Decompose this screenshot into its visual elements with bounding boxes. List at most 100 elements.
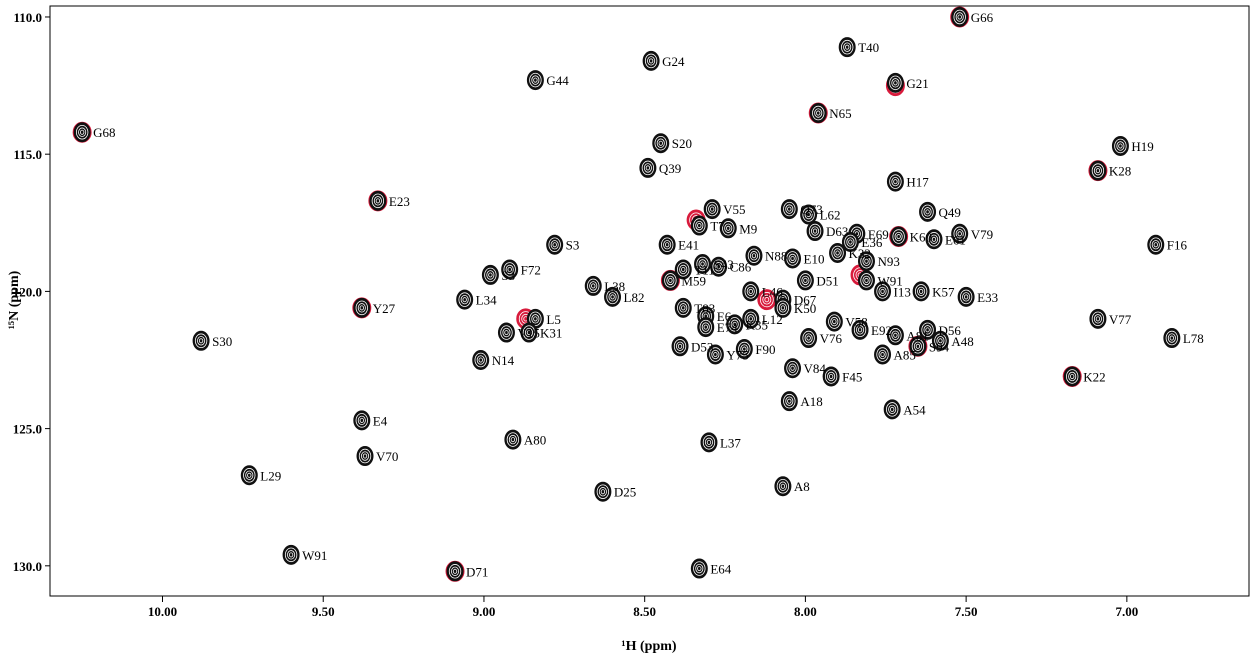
peak-label: S30 [212, 334, 232, 349]
contour-ring [663, 240, 672, 250]
peak-label: V77 [1109, 312, 1132, 327]
peak-label: T83 [694, 301, 715, 316]
contour-ring [656, 138, 665, 148]
x-tick-label: 9.50 [312, 604, 335, 619]
contour-ring [288, 552, 294, 558]
contour-ring [864, 258, 869, 264]
peak-label: V79 [971, 227, 993, 242]
contour-ring [914, 284, 928, 299]
peak-contour-black [838, 37, 856, 58]
contour-ring [732, 321, 737, 327]
contour-ring [695, 563, 704, 574]
peak-label: E74 [717, 320, 738, 335]
peak-contour-black [240, 465, 258, 486]
contour-ring [828, 373, 834, 379]
peak-contour-black [780, 391, 798, 412]
contour-ring [359, 417, 364, 423]
peak-label: S20 [672, 136, 692, 151]
peak-label: V58 [845, 315, 867, 330]
contour-ring [1091, 163, 1105, 178]
contour-ring [780, 483, 786, 489]
contour-ring [786, 360, 799, 376]
contour-ring [243, 468, 256, 483]
peak-contour-black [890, 226, 908, 247]
contour-ring [484, 267, 497, 283]
contour-ring [702, 435, 716, 450]
peak-contour-black [472, 350, 490, 370]
peak-label: M9 [739, 221, 757, 236]
peak-label: A8 [794, 479, 810, 494]
contour-ring [878, 286, 887, 297]
peak-label: A18 [800, 394, 822, 409]
peak-contour-black [774, 297, 792, 318]
contour-ring [695, 220, 704, 231]
peak-label: D56 [939, 323, 962, 338]
contour-ring [486, 270, 495, 280]
contour-ring [1149, 237, 1162, 252]
contour-ring [1165, 330, 1179, 346]
contour-ring [529, 72, 542, 88]
peak-contour-black [919, 201, 937, 222]
contour-ring [474, 352, 487, 368]
x-tick-label: 9.00 [473, 604, 496, 619]
peak-contour-black [1089, 308, 1107, 329]
peak-label: K32 [849, 246, 871, 261]
contour-ring [764, 297, 770, 303]
contour-ring [1095, 316, 1101, 322]
contour-ring [799, 273, 812, 288]
peak-label: H19 [1131, 139, 1153, 154]
contour-ring [788, 253, 797, 264]
peak-contour-black [73, 122, 91, 143]
contour-ring [730, 319, 739, 330]
peak-contour-black [706, 344, 724, 365]
contour-ring [247, 472, 252, 478]
x-tick-label: 10.00 [148, 604, 177, 619]
contour-ring [894, 231, 903, 242]
peak-contour-black [951, 6, 969, 27]
peak-contour-black [780, 199, 798, 220]
peak-label: F16 [1167, 238, 1188, 253]
peak-contour-black [951, 223, 969, 244]
contour-ring [923, 325, 932, 335]
contour-ring [896, 234, 901, 240]
contour-ring [955, 12, 964, 22]
contour-ring [740, 344, 749, 354]
contour-ring [506, 432, 520, 447]
peak-contour-black [642, 50, 660, 71]
peak-contour-black [369, 190, 387, 211]
peak-contour-black [774, 476, 792, 497]
peak-contour-black [710, 256, 728, 277]
contour-ring [880, 352, 885, 358]
contour-ring [665, 242, 670, 248]
contour-ring [355, 413, 368, 428]
contour-ring [355, 300, 368, 316]
peak-contour-black [784, 358, 802, 379]
contour-ring [853, 322, 867, 338]
peak-label: D53 [691, 339, 713, 354]
contour-ring [780, 305, 786, 311]
contour-ring [696, 256, 709, 272]
contour-ring [801, 275, 810, 286]
contour-ring [953, 226, 966, 242]
peak-label: G68 [93, 125, 115, 140]
peak-label: F45 [842, 369, 862, 384]
peak-contour-black [192, 330, 210, 351]
contour-ring [785, 396, 794, 406]
peak-label: K35 [746, 317, 768, 332]
contour-ring [891, 176, 900, 187]
contour-ring [844, 234, 857, 250]
peak-label: E61 [945, 232, 966, 247]
contour-ring [788, 363, 797, 373]
contour-ring [921, 204, 934, 220]
contour-ring [862, 256, 871, 266]
peak-label: N65 [829, 106, 851, 121]
contour-ring [831, 245, 844, 261]
contour-ring [589, 281, 598, 291]
contour-ring [531, 314, 540, 324]
contour-ring [596, 484, 610, 499]
peak-label: L62 [820, 208, 841, 223]
contour-ring [510, 437, 516, 443]
contour-ring [806, 212, 811, 218]
peak-contour-black [652, 133, 670, 154]
contour-ring [714, 262, 723, 272]
